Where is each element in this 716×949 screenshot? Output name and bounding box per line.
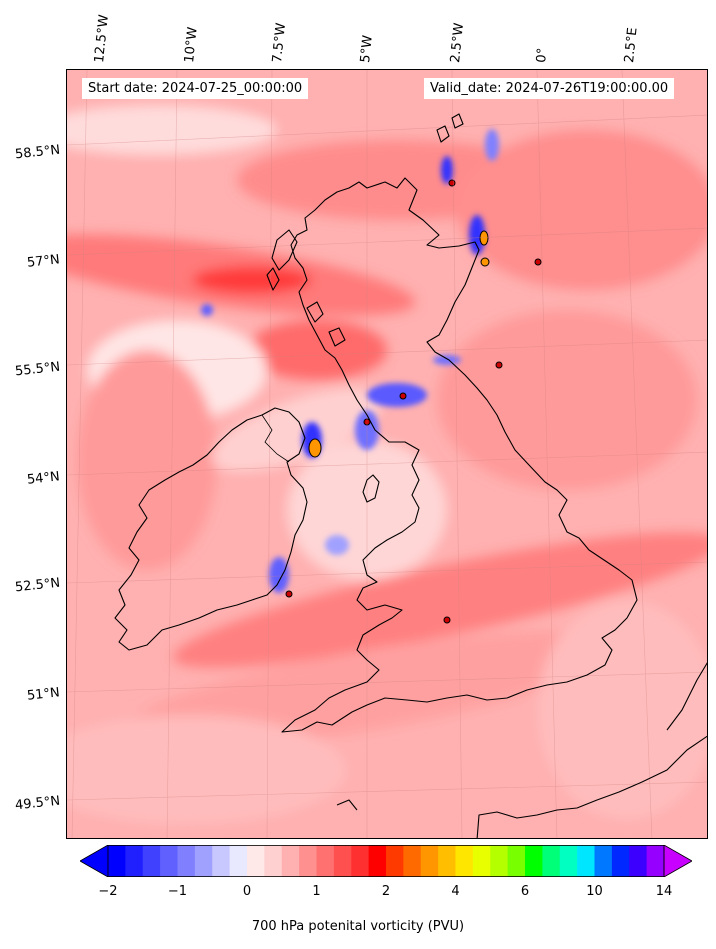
lat-tick-label: 57°N xyxy=(26,252,61,271)
colorbar-bin xyxy=(507,845,526,877)
colorbar-tick-label: 1 xyxy=(312,884,321,899)
colorbar-over-extension xyxy=(663,845,692,877)
colorbar-bin xyxy=(108,845,126,877)
colorbar-tick-label: −2 xyxy=(98,884,118,899)
lat-tick-label: 58.5°N xyxy=(14,142,61,163)
lat-tick-label: 52.5°N xyxy=(14,575,61,596)
colorbar-bin xyxy=(333,845,352,877)
valid-date-label: Valid_date: 2024-07-26T19:00:00.00 xyxy=(424,78,675,99)
colorbar-bin xyxy=(420,845,439,877)
colorbar-bin xyxy=(646,845,665,877)
colorbar-bin xyxy=(142,845,161,877)
colorbar-bin xyxy=(386,845,404,877)
lat-tick-label: 55.5°N xyxy=(14,359,61,380)
lat-tick-label: 51°N xyxy=(26,685,61,704)
colorbar-bin xyxy=(594,845,613,877)
pv-contour-fill xyxy=(67,70,707,838)
colorbar-bin xyxy=(542,845,561,877)
colorbar-bin xyxy=(351,845,370,877)
colorbar-bin xyxy=(247,845,265,877)
colorbar-bin xyxy=(438,845,456,877)
map-panel xyxy=(66,69,708,839)
colorbar-bin xyxy=(472,845,491,877)
colorbar-bin xyxy=(299,845,317,877)
colorbar-bin xyxy=(125,845,144,877)
colorbar-bin xyxy=(316,845,335,877)
colorbar-bin xyxy=(194,845,213,877)
colorbar-tick-label: 6 xyxy=(520,884,530,899)
colorbar-bin xyxy=(281,845,300,877)
lat-tick-label: 54°N xyxy=(26,469,61,488)
colorbar-bin xyxy=(212,845,231,877)
border-lines xyxy=(261,414,290,463)
colorbar-bin xyxy=(264,845,283,877)
colorbar-bin xyxy=(490,845,509,877)
lon-tick-label: 2.5°W xyxy=(448,22,468,64)
start-date-label: Start date: 2024-07-25_00:00:00 xyxy=(82,78,309,99)
colorbar-bin xyxy=(229,845,248,877)
colorbar-tick-label: −1 xyxy=(167,884,188,899)
pv-field-map xyxy=(67,70,707,838)
colorbar-tick-label: 0 xyxy=(242,884,252,899)
lon-tick-label: 10°W xyxy=(182,26,201,64)
lon-tick-label: 7.5°W xyxy=(270,22,290,64)
colorbar-tick-label: 14 xyxy=(655,884,673,899)
graticule xyxy=(67,70,707,838)
colorbar-bin xyxy=(611,845,630,877)
colorbar-bin xyxy=(403,845,422,877)
lon-tick-label: 12.5°W xyxy=(92,13,112,64)
colorbar-tick-label: 4 xyxy=(451,884,460,899)
lon-tick-label: 0° xyxy=(534,47,551,64)
lon-tick-label: 2.5°E xyxy=(622,26,641,64)
colorbar-bin xyxy=(559,845,578,877)
coastlines xyxy=(114,113,707,838)
colorbar-bin xyxy=(525,845,543,877)
colorbar-bin xyxy=(160,845,178,877)
colorbar-label: 700 hPa potenital vorticity (PVU) xyxy=(251,919,465,934)
lat-tick-label: 49.5°N xyxy=(14,793,61,814)
colorbar xyxy=(80,845,692,877)
colorbar-bin xyxy=(368,845,387,877)
colorbar-bin xyxy=(577,845,595,877)
colorbar-bin xyxy=(629,845,648,877)
colorbar-bin xyxy=(455,845,474,877)
lon-tick-label: 5°W xyxy=(358,34,376,64)
colorbar-tick-label: 2 xyxy=(381,884,391,899)
colorbar-bin xyxy=(177,845,196,877)
colorbar-tick-label: 10 xyxy=(586,884,603,899)
colorbar-frame xyxy=(107,845,665,877)
colorbar-under-extension xyxy=(80,845,109,877)
